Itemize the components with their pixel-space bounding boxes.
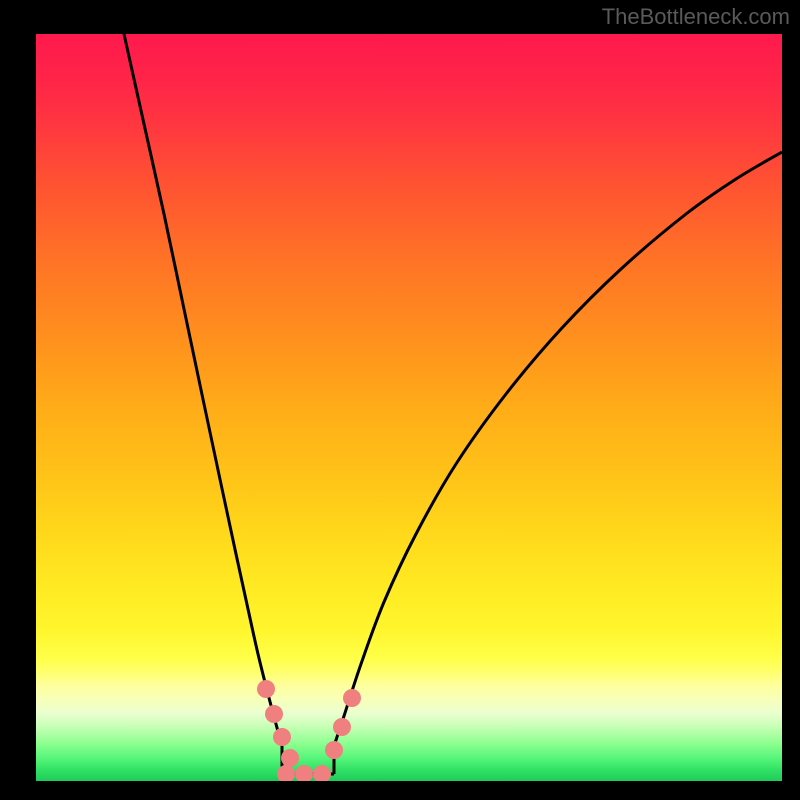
marker-point: [273, 728, 291, 746]
chart-svg: [36, 34, 782, 781]
marker-point: [281, 749, 299, 767]
marker-point: [333, 718, 351, 736]
marker-point: [265, 705, 283, 723]
watermark-text: TheBottleneck.com: [602, 4, 790, 30]
bottleneck-chart: [36, 34, 782, 781]
marker-point: [325, 741, 343, 759]
marker-point: [257, 680, 275, 698]
marker-point: [343, 689, 361, 707]
